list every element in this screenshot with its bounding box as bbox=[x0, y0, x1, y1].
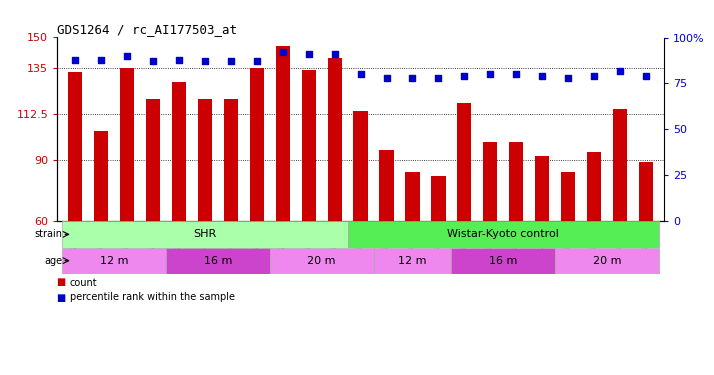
Point bbox=[458, 73, 470, 79]
Text: Wistar-Kyoto control: Wistar-Kyoto control bbox=[447, 230, 559, 239]
Text: 20 m: 20 m bbox=[593, 256, 621, 266]
Point bbox=[329, 51, 341, 57]
Point bbox=[69, 57, 81, 63]
Point bbox=[536, 73, 548, 79]
Point bbox=[640, 73, 652, 79]
Text: percentile rank within the sample: percentile rank within the sample bbox=[70, 292, 235, 303]
Bar bbox=[120, 68, 134, 221]
Bar bbox=[172, 82, 186, 221]
Text: 12 m: 12 m bbox=[100, 256, 129, 266]
Point bbox=[407, 75, 418, 81]
Text: GDS1264 / rc_AI177503_at: GDS1264 / rc_AI177503_at bbox=[57, 23, 237, 36]
Point bbox=[433, 75, 444, 81]
Bar bbox=[451, 248, 555, 274]
Point bbox=[121, 53, 133, 59]
Bar bbox=[639, 162, 653, 221]
Bar bbox=[373, 248, 451, 274]
Point bbox=[303, 51, 314, 57]
Bar bbox=[379, 150, 393, 221]
Bar bbox=[62, 248, 166, 274]
Text: 16 m: 16 m bbox=[203, 256, 232, 266]
Bar bbox=[223, 99, 238, 221]
Bar bbox=[166, 248, 270, 274]
Bar bbox=[146, 99, 160, 221]
Point bbox=[614, 68, 625, 74]
Point bbox=[588, 73, 600, 79]
Point bbox=[147, 58, 159, 64]
Bar bbox=[68, 72, 82, 221]
Point bbox=[199, 58, 211, 64]
Text: 20 m: 20 m bbox=[308, 256, 336, 266]
Text: SHR: SHR bbox=[193, 230, 216, 239]
Bar bbox=[483, 142, 498, 221]
Bar bbox=[94, 131, 109, 221]
Bar bbox=[561, 172, 575, 221]
Point bbox=[485, 71, 496, 77]
Text: ■: ■ bbox=[57, 292, 69, 303]
Bar bbox=[198, 99, 212, 221]
Bar bbox=[457, 103, 471, 221]
Bar bbox=[555, 248, 659, 274]
Bar bbox=[270, 248, 373, 274]
Text: count: count bbox=[70, 278, 98, 288]
Text: strain: strain bbox=[34, 230, 62, 239]
Bar bbox=[301, 70, 316, 221]
Text: ■: ■ bbox=[57, 278, 69, 288]
Point bbox=[355, 71, 366, 77]
Bar bbox=[587, 152, 601, 221]
Point bbox=[563, 75, 574, 81]
Bar bbox=[406, 172, 420, 221]
Text: age: age bbox=[44, 256, 62, 266]
Point bbox=[225, 58, 236, 64]
Point bbox=[96, 57, 107, 63]
Bar bbox=[431, 176, 446, 221]
Bar bbox=[613, 109, 627, 221]
Point bbox=[174, 57, 185, 63]
Bar bbox=[250, 68, 264, 221]
Bar bbox=[348, 221, 659, 248]
Bar bbox=[62, 221, 348, 248]
Point bbox=[381, 75, 392, 81]
Bar bbox=[509, 142, 523, 221]
Bar bbox=[535, 156, 549, 221]
Bar bbox=[353, 111, 368, 221]
Text: 16 m: 16 m bbox=[489, 256, 518, 266]
Point bbox=[251, 58, 263, 64]
Text: 12 m: 12 m bbox=[398, 256, 427, 266]
Bar bbox=[276, 46, 290, 221]
Bar bbox=[328, 58, 342, 221]
Point bbox=[277, 49, 288, 55]
Point bbox=[511, 71, 522, 77]
